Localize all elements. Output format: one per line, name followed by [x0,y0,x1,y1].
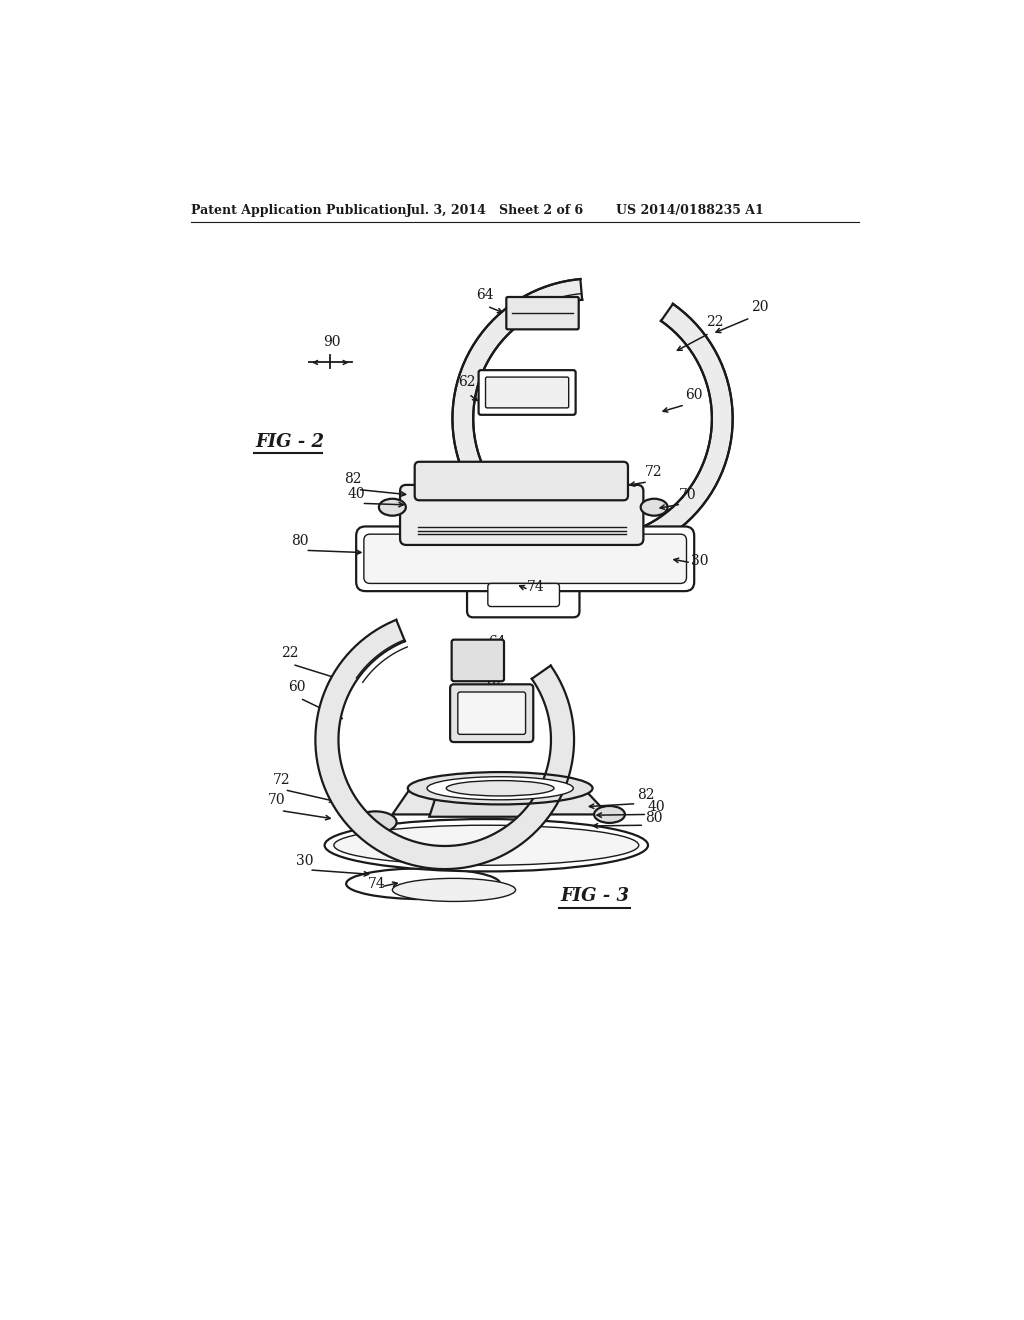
FancyBboxPatch shape [485,378,568,408]
Ellipse shape [379,499,406,516]
Text: 40: 40 [348,487,366,502]
Text: 64: 64 [488,635,506,649]
Text: 74: 74 [368,878,385,891]
Polygon shape [315,620,574,869]
FancyBboxPatch shape [364,535,686,583]
Ellipse shape [334,825,639,866]
Ellipse shape [641,499,668,516]
Text: 62: 62 [459,375,476,389]
Text: 60: 60 [685,388,702,401]
Text: 40: 40 [648,800,666,814]
Text: FIG - 3: FIG - 3 [560,887,629,906]
Polygon shape [392,789,608,814]
Text: 20: 20 [752,300,769,314]
Text: 30: 30 [296,854,313,869]
Ellipse shape [408,772,593,804]
Ellipse shape [354,812,396,833]
Text: 74: 74 [527,581,545,594]
Text: 30: 30 [691,554,709,568]
FancyBboxPatch shape [506,297,579,330]
FancyBboxPatch shape [458,692,525,734]
Text: 60: 60 [289,680,306,694]
Ellipse shape [427,776,573,800]
Text: 82: 82 [637,788,654,803]
FancyBboxPatch shape [400,484,643,545]
Text: 80: 80 [645,810,663,825]
Text: 70: 70 [679,488,696,502]
Ellipse shape [446,780,554,796]
Text: 64: 64 [476,288,494,301]
Ellipse shape [594,807,625,822]
Text: 80: 80 [291,535,308,548]
Ellipse shape [346,869,500,899]
Text: Patent Application Publication: Patent Application Publication [190,205,407,218]
Text: US 2014/0188235 A1: US 2014/0188235 A1 [615,205,764,218]
Text: 72: 72 [273,772,291,787]
Text: 70: 70 [267,792,286,807]
Text: 72: 72 [645,465,663,479]
Ellipse shape [325,818,648,871]
FancyBboxPatch shape [451,684,534,742]
Text: 22: 22 [707,315,724,329]
FancyBboxPatch shape [478,370,575,414]
Text: FIG - 2: FIG - 2 [255,433,325,451]
Text: 22: 22 [281,647,298,660]
FancyBboxPatch shape [452,640,504,681]
Text: 90: 90 [323,335,341,350]
FancyBboxPatch shape [415,462,628,500]
FancyBboxPatch shape [356,527,694,591]
Ellipse shape [392,878,515,902]
Text: Jul. 3, 2014   Sheet 2 of 6: Jul. 3, 2014 Sheet 2 of 6 [407,205,585,218]
FancyBboxPatch shape [487,583,559,607]
Polygon shape [429,788,547,817]
Polygon shape [453,279,733,558]
Text: 62: 62 [486,675,504,689]
FancyBboxPatch shape [467,574,580,618]
Text: 82: 82 [344,473,361,486]
